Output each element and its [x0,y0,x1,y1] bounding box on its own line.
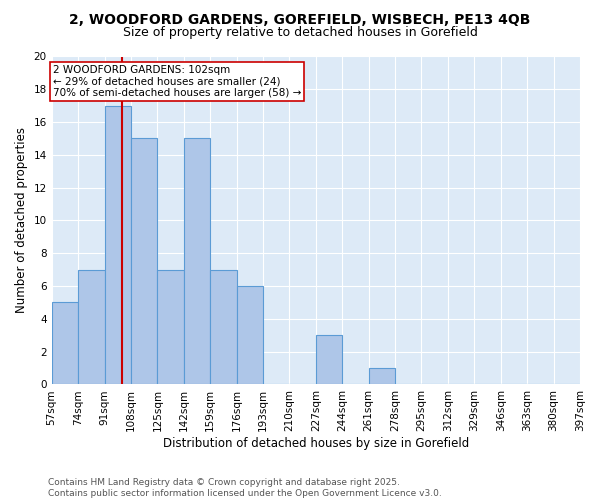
Text: Contains HM Land Registry data © Crown copyright and database right 2025.
Contai: Contains HM Land Registry data © Crown c… [48,478,442,498]
Text: 2 WOODFORD GARDENS: 102sqm
← 29% of detached houses are smaller (24)
70% of semi: 2 WOODFORD GARDENS: 102sqm ← 29% of deta… [53,64,301,98]
Y-axis label: Number of detached properties: Number of detached properties [15,128,28,314]
Bar [368,368,395,384]
Text: Size of property relative to detached houses in Gorefield: Size of property relative to detached ho… [122,26,478,39]
Text: 2, WOODFORD GARDENS, GOREFIELD, WISBECH, PE13 4QB: 2, WOODFORD GARDENS, GOREFIELD, WISBECH,… [70,12,530,26]
Bar [210,270,236,384]
Bar [316,336,342,384]
Bar [52,302,78,384]
X-axis label: Distribution of detached houses by size in Gorefield: Distribution of detached houses by size … [163,437,469,450]
Bar [131,138,157,384]
Bar [184,138,210,384]
Bar [78,270,104,384]
Bar [104,106,131,384]
Bar [236,286,263,384]
Bar [157,270,184,384]
